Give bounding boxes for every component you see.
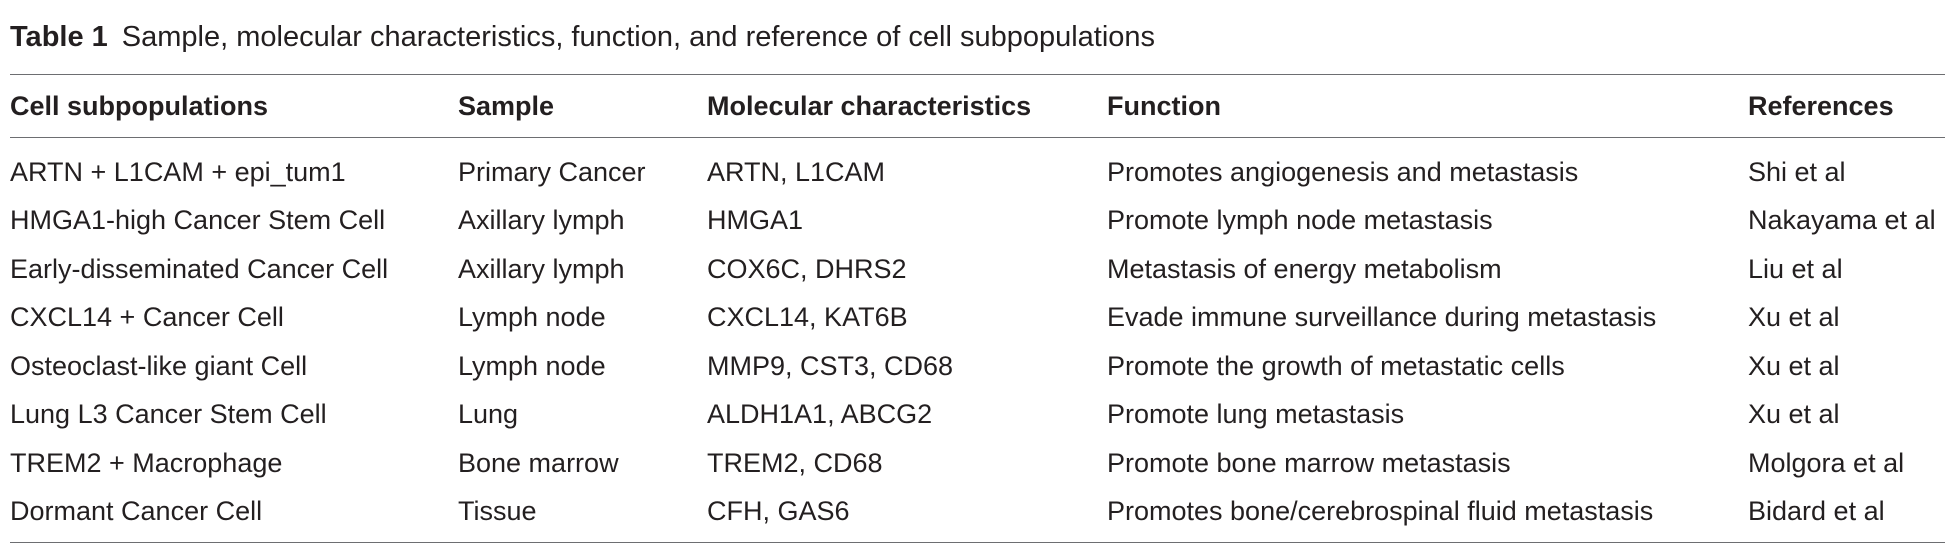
cell-function: Promote the growth of metastatic cells <box>1107 350 1565 381</box>
cell-molecular-characteristics: ALDH1A1, ABCG2 <box>707 399 933 430</box>
table-header-rule <box>10 137 1945 138</box>
cell-reference: Xu et al <box>1748 302 1840 333</box>
cell-molecular-characteristics: COX6C, DHRS2 <box>707 253 907 284</box>
cell-subpopulation: CXCL14 + Cancer Cell <box>10 302 284 333</box>
cell-subpopulation: Osteoclast-like giant Cell <box>10 350 308 381</box>
table-caption-text: Sample, molecular characteristics, funct… <box>121 21 1156 53</box>
table-row: Early-disseminated Cancer Cell Axillary … <box>10 245 1945 294</box>
cell-molecular-characteristics: TREM2, CD68 <box>707 447 883 478</box>
cell-molecular-characteristics: ARTN, L1CAM <box>707 156 886 187</box>
cell-function: Promote lymph node metastasis <box>1107 205 1493 236</box>
table-row: HMGA1-high Cancer Stem Cell Axillary lym… <box>10 197 1945 246</box>
table-row: CXCL14 + Cancer Cell Lymph node CXCL14, … <box>10 294 1945 343</box>
cell-sample: Axillary lymph <box>458 253 625 284</box>
cell-subpopulation: ARTN + L1CAM + epi_tum1 <box>10 156 346 187</box>
cell-sample: Lymph node <box>458 350 606 381</box>
table-row: TREM2 + Macrophage Bone marrow TREM2, CD… <box>10 439 1945 488</box>
cell-molecular-characteristics: CFH, GAS6 <box>707 496 850 527</box>
cell-molecular-characteristics: CXCL14, KAT6B <box>707 302 908 333</box>
cell-sample: Primary Cancer <box>458 156 646 187</box>
cell-function: Promote bone marrow metastasis <box>1107 447 1511 478</box>
table-caption-label: Table 1 <box>10 21 108 53</box>
cell-subpopulation: Lung L3 Cancer Stem Cell <box>10 399 327 430</box>
cell-function: Promotes angiogenesis and metastasis <box>1107 156 1579 187</box>
table-row: ARTN + L1CAM + epi_tum1 Primary Cancer A… <box>10 148 1945 197</box>
cell-molecular-characteristics: MMP9, CST3, CD68 <box>707 350 954 381</box>
cell-function: Metastasis of energy metabolism <box>1107 253 1502 284</box>
column-header-sample: Sample <box>458 90 555 121</box>
cell-reference: Liu et al <box>1748 253 1843 284</box>
column-header-references: References <box>1748 90 1894 121</box>
cell-reference: Xu et al <box>1748 399 1840 430</box>
table-body: ARTN + L1CAM + epi_tum1 Primary Cancer A… <box>10 138 1945 536</box>
cell-reference: Nakayama et al <box>1748 205 1936 236</box>
cell-sample: Lymph node <box>458 302 606 333</box>
cell-reference: Shi et al <box>1748 156 1846 187</box>
cell-subpopulation: HMGA1-high Cancer Stem Cell <box>10 205 386 236</box>
cell-sample: Tissue <box>458 496 537 527</box>
cell-reference: Xu et al <box>1748 350 1840 381</box>
cell-function: Evade immune surveillance during metasta… <box>1107 302 1657 333</box>
table-document: Table 1 Sample, molecular characteristics… <box>10 18 1945 543</box>
table-caption: Table 1 Sample, molecular characteristics… <box>10 18 1945 56</box>
cell-reference: Bidard et al <box>1748 496 1885 527</box>
table-header-row: Cell subpopulations Sample Molecular cha… <box>10 75 1945 137</box>
column-header-cell-subpopulations: Cell subpopulations <box>10 90 269 121</box>
column-header-molecular-characteristics: Molecular characteristics <box>707 90 1032 121</box>
cell-sample: Bone marrow <box>458 447 619 478</box>
column-header-function: Function <box>1107 90 1221 121</box>
cell-sample: Lung <box>458 399 519 430</box>
cell-function: Promotes bone/cerebrospinal fluid metast… <box>1107 496 1654 527</box>
cell-subpopulation: Early-disseminated Cancer Cell <box>10 253 389 284</box>
table-bottom-rule <box>10 542 1945 543</box>
table-row: Lung L3 Cancer Stem Cell Lung ALDH1A1, A… <box>10 391 1945 440</box>
cell-function: Promote lung metastasis <box>1107 399 1405 430</box>
table-top-rule <box>10 74 1945 75</box>
cell-subpopulation: TREM2 + Macrophage <box>10 447 283 478</box>
cell-subpopulation: Dormant Cancer Cell <box>10 496 263 527</box>
table-row: Dormant Cancer Cell Tissue CFH, GAS6 Pro… <box>10 488 1945 537</box>
table-row: Osteoclast-like giant Cell Lymph node MM… <box>10 342 1945 391</box>
cell-molecular-characteristics: HMGA1 <box>707 205 804 236</box>
cell-reference: Molgora et al <box>1748 447 1905 478</box>
cell-sample: Axillary lymph <box>458 205 625 236</box>
